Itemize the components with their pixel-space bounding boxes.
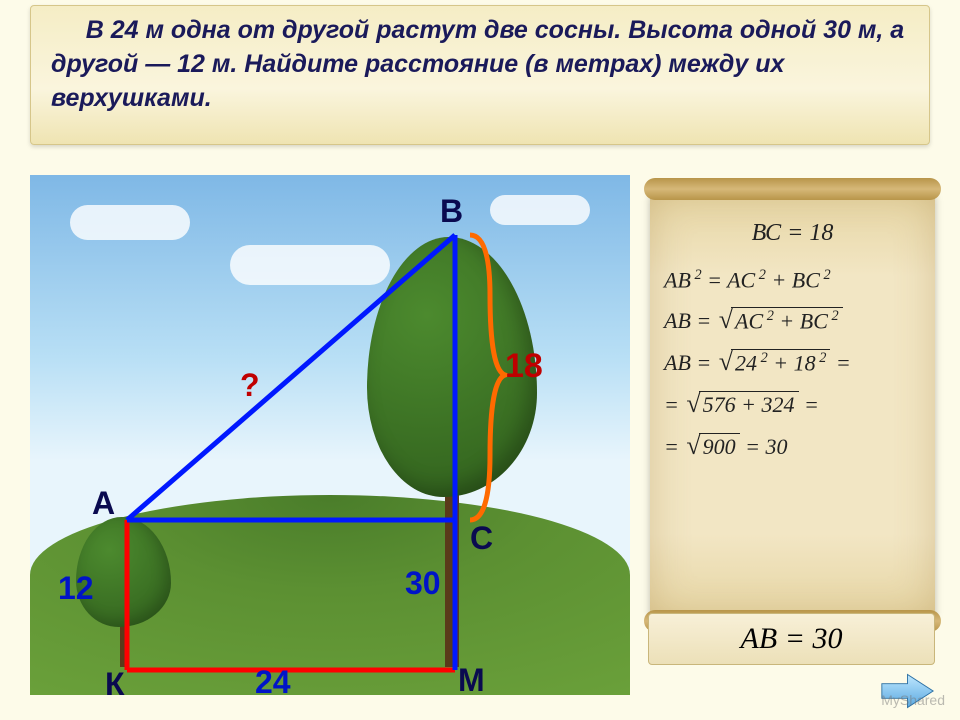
diagram-scene: А В С К М 12 24 30 18 ?: [30, 175, 630, 695]
point-k-label: К: [105, 666, 125, 703]
label-12: 12: [58, 570, 94, 607]
point-c-label: С: [470, 520, 493, 557]
bc-equals: ВС = 18: [664, 220, 921, 247]
solution-scroll: ВС = 18 AB 2 = AC 2 + BC 2 AB = AC 2 + B…: [650, 190, 935, 620]
label-18: 18: [505, 347, 543, 386]
label-30: 30: [405, 565, 441, 602]
watermark: MyShared: [881, 692, 945, 708]
point-b-label: В: [440, 193, 463, 230]
equation-1: AB 2 = AC 2 + BC 2: [664, 267, 921, 293]
equation-3: AB = 24 2 + 18 2 =: [664, 347, 921, 377]
point-m-label: М: [458, 662, 485, 699]
label-24: 24: [255, 664, 291, 701]
question-mark: ?: [240, 367, 260, 404]
equation-4: = 576 + 324 =: [664, 389, 921, 419]
problem-text: В 24 м одна от другой растут две сосны. …: [30, 5, 930, 145]
geometry-overlay: [30, 175, 630, 695]
point-a-label: А: [92, 485, 115, 522]
equation-5: = 900 = 30: [664, 431, 921, 461]
equation-2: AB = AC 2 + BC 2: [664, 305, 921, 335]
answer-box: АВ = 30: [648, 613, 935, 665]
